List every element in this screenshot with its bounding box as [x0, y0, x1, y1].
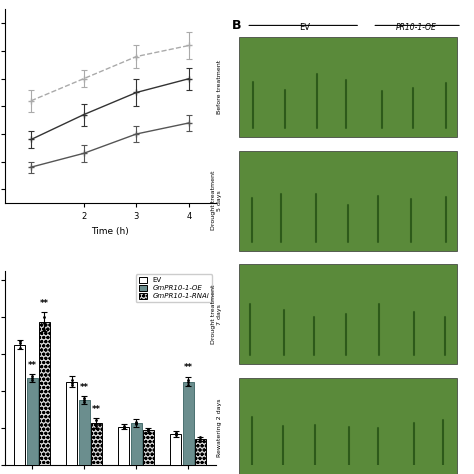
Point: [184, 378, 192, 385]
Bar: [14, 345, 25, 465]
Bar: [182, 382, 194, 465]
Text: EV: EV: [299, 23, 310, 32]
Point: [41, 313, 48, 321]
Point: [145, 428, 152, 435]
FancyBboxPatch shape: [239, 37, 457, 137]
Point: [68, 382, 76, 389]
Text: Drought treatment
5 days: Drought treatment 5 days: [211, 171, 222, 230]
Bar: [171, 434, 182, 465]
Point: [132, 419, 140, 427]
Point: [132, 419, 140, 426]
Point: [184, 376, 192, 383]
Point: [172, 429, 180, 437]
Point: [80, 396, 88, 404]
Text: Drought treatment
7 days: Drought treatment 7 days: [211, 284, 222, 344]
Point: [92, 420, 100, 428]
FancyBboxPatch shape: [239, 151, 457, 251]
Point: [41, 326, 48, 334]
Bar: [118, 427, 129, 465]
Point: [41, 319, 48, 326]
Bar: [27, 378, 37, 465]
Point: [197, 433, 204, 441]
Point: [132, 420, 140, 428]
Bar: [195, 439, 206, 465]
Text: **: **: [92, 405, 101, 414]
Text: PR10-1-OE: PR10-1-OE: [395, 23, 437, 32]
Point: [172, 429, 180, 437]
Bar: [39, 321, 50, 465]
Point: [92, 417, 100, 424]
Point: [120, 424, 128, 431]
Point: [16, 339, 24, 346]
Text: **: **: [184, 363, 193, 372]
Bar: [143, 430, 154, 465]
FancyBboxPatch shape: [239, 378, 457, 474]
Point: [28, 372, 36, 380]
Point: [172, 431, 180, 439]
X-axis label: Time (h): Time (h): [91, 227, 129, 236]
Point: [145, 426, 152, 433]
Text: **: **: [27, 361, 36, 370]
Point: [197, 435, 204, 443]
Point: [16, 337, 24, 345]
Legend: EV, GmPR10-1-OE, GmPR10-1-RNAi: EV, GmPR10-1-OE, GmPR10-1-RNAi: [136, 274, 212, 302]
Point: [120, 424, 128, 431]
Bar: [131, 423, 142, 465]
Point: [68, 376, 76, 383]
Point: [28, 376, 36, 383]
Point: [145, 427, 152, 434]
Bar: [66, 382, 77, 465]
FancyBboxPatch shape: [239, 264, 457, 365]
Point: [184, 382, 192, 389]
Point: [80, 398, 88, 406]
Text: **: **: [40, 299, 49, 308]
Text: **: **: [80, 383, 89, 392]
Point: [120, 422, 128, 429]
Point: [80, 394, 88, 402]
Text: Rewatering 2 days: Rewatering 2 days: [217, 399, 222, 457]
Bar: [91, 423, 102, 465]
Point: [28, 374, 36, 382]
Bar: [79, 400, 90, 465]
Point: [16, 345, 24, 352]
Point: [197, 437, 204, 444]
Text: B: B: [232, 18, 241, 32]
Point: [68, 380, 76, 387]
Text: Before treatment: Before treatment: [217, 60, 222, 114]
Point: [92, 422, 100, 429]
